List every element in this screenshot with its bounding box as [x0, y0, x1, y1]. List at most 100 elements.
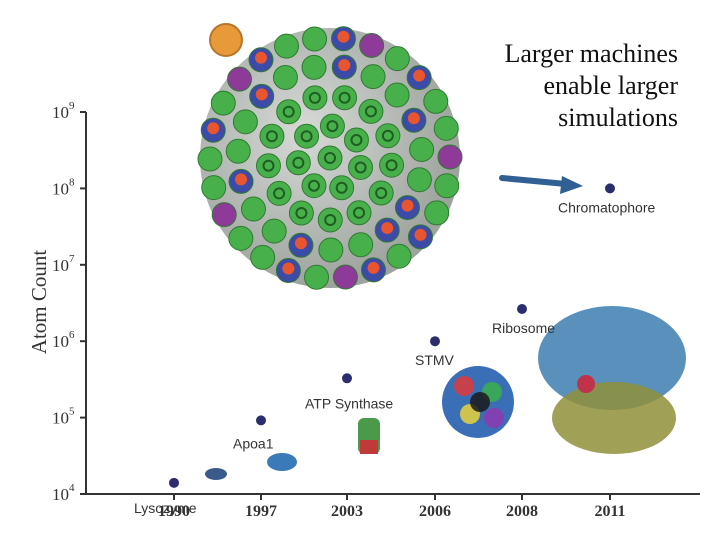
- virus-subunit: [359, 32, 385, 58]
- virus-subunit-core: [294, 237, 307, 250]
- virus-subunit-core: [255, 88, 268, 101]
- arrow-to-chromatophore: [499, 175, 583, 194]
- virus-subunit-ring: [300, 130, 313, 143]
- x-tick-group: 1990 1997 2003 2006 2008 2011: [158, 494, 626, 520]
- data-label: ATP Synthase: [305, 395, 393, 411]
- virus-subunit: [317, 145, 343, 171]
- caption-text: Larger machines enable larger simulation…: [418, 38, 679, 134]
- virus-subunit-ring: [324, 152, 336, 164]
- virus-subunit-ring: [273, 187, 286, 200]
- virus-subunit-ring: [324, 213, 337, 226]
- virus-subunit: [329, 175, 355, 201]
- data-label: Lysozyme: [134, 500, 197, 516]
- virus-subunit-core: [413, 69, 426, 82]
- y-tick-label: 109: [52, 100, 75, 122]
- virus-subunit-ring: [262, 159, 275, 172]
- virus-subunit: [384, 46, 410, 72]
- virus-subunit-ring: [307, 179, 320, 192]
- data-label: STMV: [415, 352, 455, 368]
- virus-subunit: [302, 26, 328, 52]
- virus-subunit: [409, 137, 435, 163]
- virus-subunit: [255, 153, 281, 179]
- virus-subunit: [225, 138, 251, 164]
- virus-subunit-ring: [364, 105, 377, 118]
- data-point: [256, 415, 266, 426]
- virus-subunit: [285, 150, 311, 176]
- virus-subunit-core: [407, 112, 420, 125]
- virus-subunit-ring: [353, 206, 366, 219]
- virus-subunit: [360, 64, 386, 90]
- chart-axes: [85, 112, 700, 495]
- virus-subunit-core: [381, 222, 394, 235]
- y-tick-label: 107: [52, 253, 75, 275]
- virus-subunit: [368, 180, 394, 206]
- y-tick-label: 105: [52, 406, 75, 428]
- virus-subunit: [343, 127, 369, 153]
- y-tick-group: 104 105 106 107 108 109: [52, 100, 86, 504]
- virus-subunit-core: [414, 228, 427, 241]
- virus-subunit: [348, 232, 374, 258]
- ribosome-trna: [577, 375, 595, 393]
- virus-subunit: [317, 207, 343, 233]
- virus-subunit-ring: [335, 181, 348, 194]
- virus-subunit-core: [401, 199, 414, 212]
- virus-subunit: [384, 82, 410, 108]
- virus-subunit: [423, 88, 449, 114]
- virus-subunit-ring: [295, 207, 308, 220]
- ribosome-subunit: [552, 382, 676, 454]
- caption-line-2: enable larger: [543, 71, 679, 100]
- x-tick-label: 2003: [331, 503, 363, 520]
- virus-subunit: [319, 113, 345, 139]
- data-points: [169, 183, 615, 488]
- virus-subunit: [301, 54, 327, 80]
- caption-line-3: simulations: [558, 103, 678, 132]
- virus-subunit-core: [338, 59, 351, 72]
- y-tick-label: 104: [52, 482, 75, 504]
- virus-subunit: [294, 123, 320, 149]
- atp-synthase-base: [360, 440, 378, 454]
- virus-subunit: [259, 123, 285, 149]
- virus-subunit-ring: [292, 156, 305, 169]
- virus-subunit: [276, 99, 302, 125]
- data-label: Apoa1: [233, 435, 274, 451]
- virus-subunit-core: [282, 262, 295, 275]
- virus-subunit: [228, 225, 254, 251]
- virus-subunit: [227, 66, 253, 92]
- x-tick-label: 2008: [506, 503, 538, 520]
- data-point: [342, 373, 352, 384]
- virus-subunit: [272, 65, 298, 91]
- virus-subunit-ring: [381, 129, 394, 142]
- virus-subunit: [261, 218, 287, 244]
- lysozyme-illustration: [205, 468, 227, 480]
- data-labels: Lysozyme Apoa1 ATP Synthase STMV Ribosome Chr…: [134, 199, 655, 515]
- virus-subunit: [437, 144, 463, 170]
- data-label: Chromatophore: [558, 199, 655, 215]
- x-tick-label: 2011: [594, 503, 625, 520]
- data-point: [605, 183, 615, 194]
- virus-subunit-core: [255, 51, 268, 64]
- y-tick-label: 106: [52, 329, 75, 351]
- stmv-patch: [484, 408, 504, 428]
- virus-subunit: [201, 175, 227, 201]
- virus-subunit-core: [367, 261, 380, 274]
- virus-subunit: [210, 90, 236, 116]
- virus-subunit: [266, 180, 292, 206]
- virus-subunit: [197, 146, 223, 172]
- virus-subunit-ring: [265, 130, 278, 143]
- x-tick-label: 1997: [245, 503, 277, 520]
- virus-subunit: [250, 244, 276, 270]
- virus-subunit: [301, 173, 327, 199]
- virus-subunit: [386, 243, 412, 269]
- virus-subunit: [348, 154, 374, 180]
- virus-subunit-core: [235, 173, 248, 186]
- virus-subunit: [358, 98, 384, 124]
- virus-subunit: [240, 196, 266, 222]
- virus-subunit: [302, 85, 328, 111]
- virus-subunit-ring: [338, 91, 351, 104]
- virus-subunit: [318, 237, 344, 263]
- virus-subunit: [332, 85, 358, 111]
- virus-subunit: [375, 123, 401, 149]
- y-tick-label: 108: [52, 176, 75, 198]
- data-point: [430, 336, 440, 347]
